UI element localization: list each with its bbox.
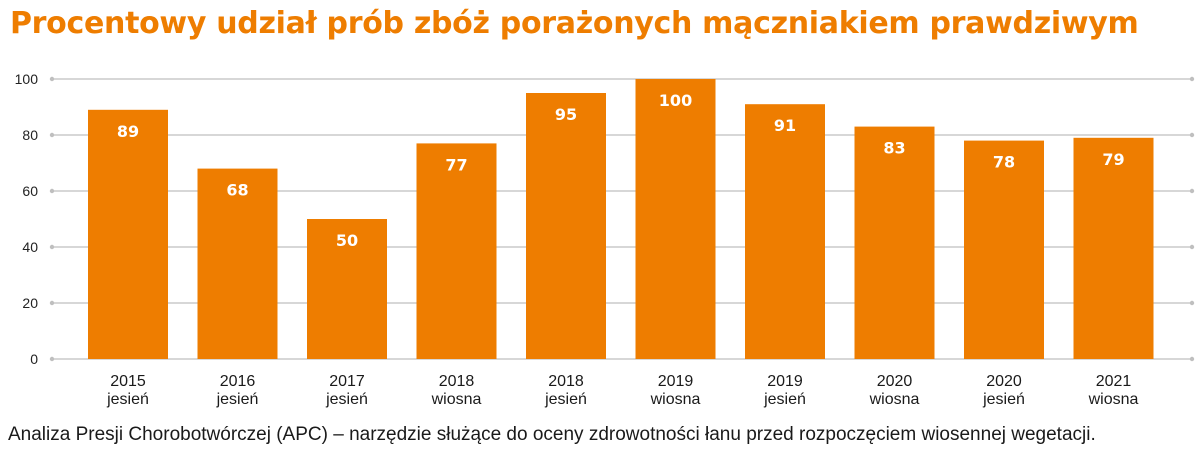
gridline-dot-left — [49, 76, 55, 82]
y-tick-label: 100 — [15, 71, 39, 87]
bar — [197, 168, 278, 359]
x-category-year: 2018 — [548, 373, 584, 390]
y-tick-label: 80 — [22, 127, 38, 143]
x-category-season: wiosna — [431, 391, 482, 408]
gridline-dot-right — [1189, 76, 1195, 82]
gridline-dot-left — [49, 188, 55, 194]
x-category-year: 2019 — [658, 373, 694, 390]
x-category-season: wiosna — [1088, 391, 1139, 408]
x-category-year: 2019 — [767, 373, 803, 390]
x-category-season: jesień — [325, 391, 368, 408]
gridline-dot-right — [1189, 244, 1195, 250]
data-label: 78 — [993, 153, 1015, 172]
x-category-year: 2016 — [220, 373, 256, 390]
bar — [307, 219, 387, 359]
bars — [88, 79, 1154, 359]
y-axis-ticks: 0 20 40 60 80 100 — [15, 71, 39, 367]
data-label: 89 — [117, 122, 139, 141]
x-category-season: wiosna — [869, 391, 920, 408]
data-label: 83 — [883, 139, 905, 158]
gridline-dot-left — [49, 356, 55, 362]
data-label: 91 — [774, 116, 796, 135]
bar — [635, 79, 716, 359]
data-label: 79 — [1102, 150, 1124, 169]
data-labels: 89 68 50 77 95 100 91 83 78 79 — [117, 91, 1125, 250]
x-category-season: jesień — [106, 391, 149, 408]
y-tick-label: 0 — [30, 351, 38, 367]
chart-caption: Analiza Presji Chorobotwórczej (APC) – n… — [8, 424, 1096, 445]
data-label: 100 — [659, 91, 692, 110]
x-category-year: 2020 — [986, 373, 1022, 390]
x-category-season: jesień — [763, 391, 806, 408]
x-category-season: jesień — [544, 391, 587, 408]
bar — [745, 104, 825, 359]
x-axis-categories: 2015jesień2016jesień2017jesień2018wiosna… — [106, 373, 1138, 408]
gridline-dot-left — [49, 244, 55, 250]
bar — [854, 126, 935, 359]
y-tick-label: 40 — [22, 239, 38, 255]
gridline-dot-right — [1189, 356, 1195, 362]
y-tick-label: 60 — [22, 183, 38, 199]
chart-title: Procentowy udział prób zbóż porażonych m… — [10, 6, 1139, 41]
x-category-year: 2020 — [877, 373, 913, 390]
gridline-dot-left — [49, 132, 55, 138]
gridline-dot-left — [49, 300, 55, 306]
bar — [964, 140, 1044, 359]
data-label: 68 — [226, 181, 248, 200]
y-tick-label: 20 — [22, 295, 38, 311]
x-category-season: wiosna — [650, 391, 701, 408]
gridline-dot-right — [1189, 188, 1195, 194]
x-category-year: 2015 — [110, 373, 146, 390]
bar — [1073, 137, 1154, 359]
gridline-dot-right — [1189, 300, 1195, 306]
gridline-dot-right — [1189, 132, 1195, 138]
x-category-season: jesień — [982, 391, 1025, 408]
bar — [526, 93, 606, 359]
x-category-year: 2021 — [1096, 373, 1132, 390]
data-label: 95 — [555, 105, 577, 124]
data-label: 50 — [336, 231, 358, 250]
data-label: 77 — [445, 155, 467, 174]
x-category-year: 2018 — [439, 373, 475, 390]
bar — [88, 109, 168, 359]
x-category-season: jesień — [216, 391, 259, 408]
x-category-year: 2017 — [329, 373, 365, 390]
bar — [416, 143, 497, 359]
